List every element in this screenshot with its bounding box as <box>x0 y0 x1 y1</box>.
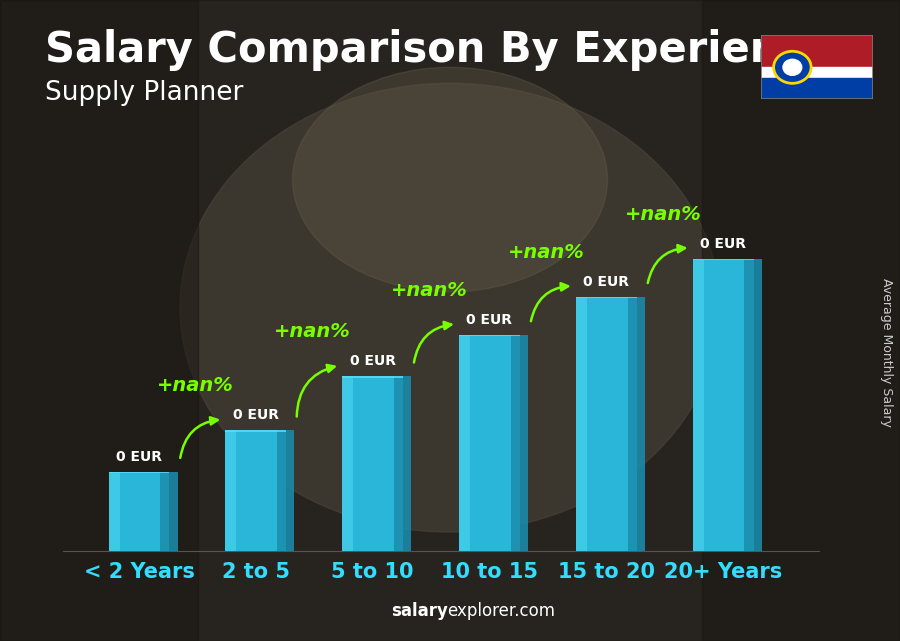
Bar <box>160 472 169 551</box>
FancyArrowPatch shape <box>297 365 335 417</box>
Polygon shape <box>636 297 645 551</box>
Bar <box>394 376 403 551</box>
Polygon shape <box>520 335 528 551</box>
Text: Salary Comparison By Experience: Salary Comparison By Experience <box>45 29 832 71</box>
Bar <box>225 431 286 551</box>
Ellipse shape <box>180 83 720 532</box>
Bar <box>109 472 120 551</box>
Polygon shape <box>0 0 198 641</box>
Bar <box>511 335 520 551</box>
Bar <box>576 297 636 551</box>
Bar <box>744 259 753 551</box>
Text: +nan%: +nan% <box>625 204 701 224</box>
Circle shape <box>774 51 811 83</box>
FancyArrowPatch shape <box>414 322 451 363</box>
Polygon shape <box>702 0 900 641</box>
Text: Supply Planner: Supply Planner <box>45 80 243 106</box>
Text: +nan%: +nan% <box>508 243 584 262</box>
Text: 0 EUR: 0 EUR <box>700 237 746 251</box>
Circle shape <box>783 60 802 76</box>
Bar <box>576 297 587 551</box>
Text: +nan%: +nan% <box>391 281 468 300</box>
Bar <box>693 259 753 551</box>
Text: Average Monthly Salary: Average Monthly Salary <box>880 278 893 427</box>
Polygon shape <box>753 259 761 551</box>
Bar <box>277 431 286 551</box>
Polygon shape <box>286 431 294 551</box>
Text: salary: salary <box>392 603 448 620</box>
Bar <box>225 430 286 432</box>
Polygon shape <box>403 376 411 551</box>
Text: 0 EUR: 0 EUR <box>233 408 279 422</box>
Bar <box>342 376 353 551</box>
Bar <box>109 472 169 551</box>
Bar <box>693 259 704 551</box>
Text: 0 EUR: 0 EUR <box>466 313 512 327</box>
Bar <box>459 335 520 551</box>
Bar <box>760 78 873 99</box>
Bar <box>760 67 873 78</box>
Bar <box>459 335 520 337</box>
Bar <box>576 297 636 298</box>
Ellipse shape <box>292 67 608 292</box>
Bar <box>760 35 873 67</box>
FancyArrowPatch shape <box>648 245 685 283</box>
Text: explorer.com: explorer.com <box>447 603 555 620</box>
FancyArrowPatch shape <box>531 283 568 321</box>
Text: +nan%: +nan% <box>274 322 351 342</box>
Polygon shape <box>169 472 177 551</box>
Bar <box>342 376 403 378</box>
FancyArrowPatch shape <box>180 417 218 458</box>
Bar <box>109 472 169 473</box>
Text: 0 EUR: 0 EUR <box>116 450 162 464</box>
Text: +nan%: +nan% <box>158 376 234 395</box>
Bar <box>225 431 237 551</box>
Text: 0 EUR: 0 EUR <box>349 354 396 369</box>
Bar <box>693 258 753 260</box>
Bar <box>342 376 403 551</box>
Bar <box>459 335 470 551</box>
Text: 0 EUR: 0 EUR <box>583 275 629 289</box>
Bar <box>627 297 636 551</box>
